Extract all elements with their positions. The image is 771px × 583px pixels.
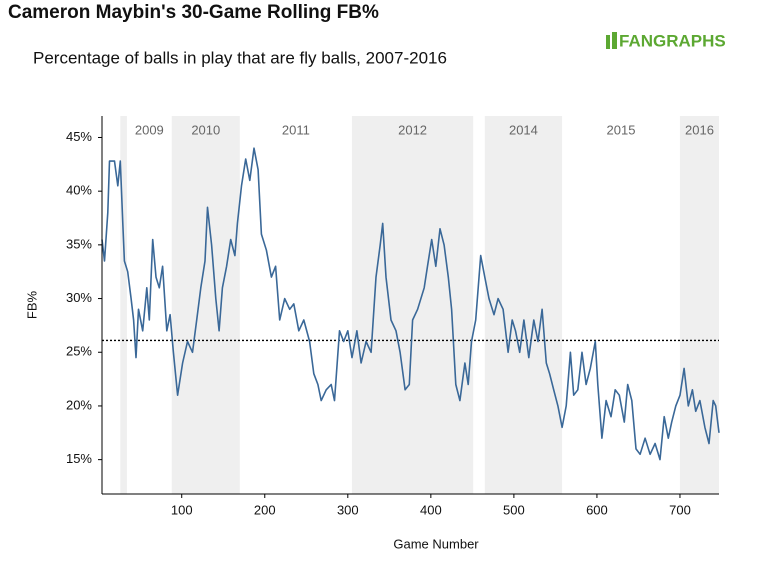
y-axis-label: FB% (24, 290, 39, 319)
y-tick-label: 20% (66, 397, 92, 412)
season-band (484, 116, 563, 494)
season-band (120, 116, 127, 494)
season-label: 2012 (398, 122, 427, 137)
x-tick-label: 300 (337, 502, 359, 517)
x-tick-label: 500 (503, 502, 525, 517)
x-axis-label: Game Number (393, 536, 479, 551)
season-label: 2015 (607, 122, 636, 137)
y-tick-label: 25% (66, 344, 92, 359)
chart-subtitle: Percentage of balls in play that are fly… (33, 48, 447, 67)
chart-title: Cameron Maybin's 30-Game Rolling FB% (8, 2, 379, 23)
season-band (679, 116, 719, 494)
season-label: 2016 (685, 122, 714, 137)
season-label: 2011 (282, 122, 310, 137)
x-tick-label: 100 (171, 502, 193, 517)
y-tick-label: 45% (66, 129, 92, 144)
season-band (171, 116, 240, 494)
data-line (101, 147, 720, 461)
logo: FANGRAPHS (619, 31, 726, 50)
logo-mark (612, 32, 617, 49)
season-band (351, 116, 474, 494)
logo-mark (606, 35, 610, 49)
season-label: 2014 (509, 122, 538, 137)
x-tick-label: 700 (669, 502, 691, 517)
season-label: 2009 (135, 122, 164, 137)
x-tick-label: 600 (586, 502, 608, 517)
y-tick-label: 15% (66, 451, 92, 466)
season-label: 2010 (191, 122, 220, 137)
y-tick-label: 35% (66, 236, 92, 251)
x-tick-label: 200 (254, 502, 276, 517)
y-tick-label: 40% (66, 183, 92, 198)
x-tick-label: 400 (420, 502, 442, 517)
y-tick-label: 30% (66, 290, 92, 305)
